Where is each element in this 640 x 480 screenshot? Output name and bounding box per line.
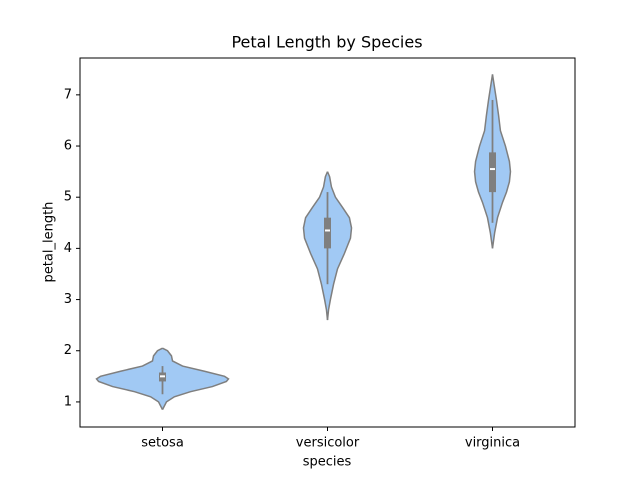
violin-outline (326, 171, 353, 321)
y-axis-label: petal_length (42, 202, 57, 283)
y-tick-label: 5 (64, 190, 72, 205)
x-tick-label: versicolor (296, 436, 360, 451)
y-tick-label: 3 (64, 292, 72, 307)
chart-title: Petal Length by Species (231, 33, 422, 52)
violin-outline (95, 347, 164, 410)
y-tick-label: 7 (64, 87, 72, 102)
violin-outline (491, 74, 512, 249)
violin-outline (302, 171, 329, 321)
x-tick-label: virginica (465, 436, 520, 451)
violin-outline (473, 74, 494, 249)
y-tick-label: 4 (64, 241, 72, 256)
y-tick-label: 2 (64, 343, 72, 358)
y-tick-label: 1 (64, 394, 72, 409)
x-tick-label: setosa (141, 436, 184, 451)
y-tick-label: 6 (64, 139, 72, 154)
violin-outline (161, 347, 230, 410)
x-axis-label: species (303, 455, 352, 470)
